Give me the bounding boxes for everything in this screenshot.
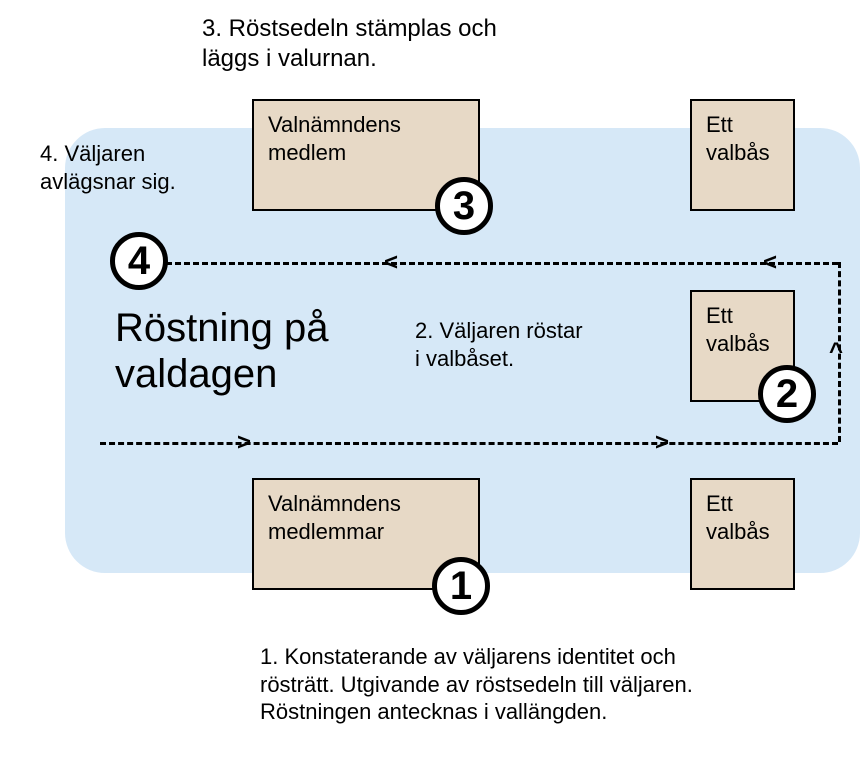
diagram-canvas: > > ^ < < Valnämndens medlem Valnämndens… [0,0,868,768]
box-top-member-label: Valnämndens medlem [268,111,401,166]
step-circle-3-num: 3 [453,184,475,229]
box-booth-mid-label: Ett valbås [706,302,770,357]
step-circle-4: 4 [110,232,168,290]
step-2-text: 2. Väljaren röstar i valbåset. [415,317,645,372]
arrow-top-1: < [763,251,777,275]
step-1-text: 1. Konstaterande av väljarens identitet … [260,643,780,726]
arrow-bot-2: > [655,431,669,455]
box-bot-members-label: Valnämndens medlemmar [268,490,401,545]
step-4-text: 4. Väljaren avlägsnar sig. [40,140,230,195]
step-circle-3: 3 [435,177,493,235]
box-booth-top-label: Ett valbås [706,111,770,166]
arrow-top-2: < [384,251,398,275]
arrow-right-v: ^ [829,340,843,364]
box-booth-bot-label: Ett valbås [706,490,770,545]
step-circle-2: 2 [758,365,816,423]
box-booth-bot: Ett valbås [690,478,795,590]
arrow-bot-1: > [237,431,251,455]
path-top [130,262,838,265]
step-3-text: 3. Röstsedeln stämplas och läggs i valur… [202,14,632,74]
step-circle-4-num: 4 [128,239,150,284]
step-circle-1-num: 1 [450,564,472,609]
box-booth-top: Ett valbås [690,99,795,211]
path-bottom [100,442,838,445]
step-circle-1: 1 [432,557,490,615]
step-circle-2-num: 2 [776,372,798,417]
diagram-title: Röstning på valdagen [115,305,415,397]
